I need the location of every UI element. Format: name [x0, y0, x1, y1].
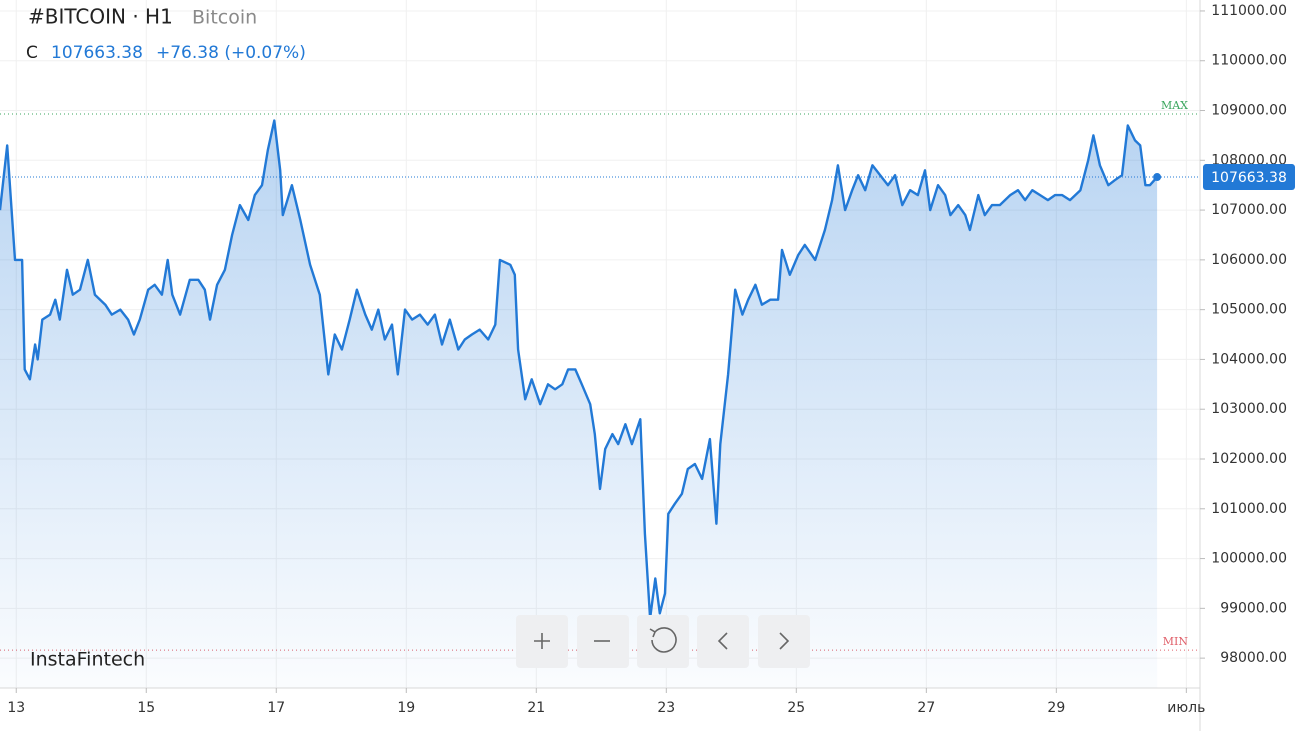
- y-tick-label: 109000.00: [1211, 103, 1287, 119]
- last-point: [1153, 173, 1162, 182]
- x-tick-label: 15: [137, 700, 155, 716]
- area: [0, 120, 1158, 688]
- last-price: 107663.38: [51, 43, 143, 63]
- y-tick-label: 110000.00: [1211, 53, 1287, 69]
- zoom-in-button[interactable]: [516, 615, 568, 668]
- x-tick-label: 21: [527, 700, 545, 716]
- current-price-label: 107663.38: [1211, 170, 1287, 186]
- x-tick-label: 19: [397, 700, 415, 716]
- y-tick-label: 98000.00: [1220, 650, 1287, 666]
- x-tick-label: июль: [1167, 700, 1205, 716]
- y-tick-label: 103000.00: [1211, 401, 1287, 417]
- reset-button[interactable]: [637, 615, 689, 668]
- y-tick-label: 99000.00: [1220, 600, 1287, 616]
- y-tick-label: 106000.00: [1211, 252, 1287, 268]
- chart-title: #BITCOIN · H1: [28, 5, 173, 29]
- price-change: +76.38 (+0.07%): [156, 43, 306, 63]
- x-tick-label: 17: [267, 700, 285, 716]
- y-tick-label: 107000.00: [1211, 202, 1287, 218]
- scroll-left-button[interactable]: [697, 615, 749, 668]
- y-tick-label: 102000.00: [1211, 451, 1287, 467]
- zoom-controls: [516, 615, 810, 668]
- zoom-out-button[interactable]: [577, 615, 629, 668]
- x-tick-label: 13: [7, 700, 25, 716]
- scroll-right-button[interactable]: [758, 615, 810, 668]
- x-tick-label: 25: [787, 700, 805, 716]
- x-tick-label: 23: [657, 700, 675, 716]
- y-tick-label: 104000.00: [1211, 351, 1287, 367]
- y-tick-label: 105000.00: [1211, 302, 1287, 318]
- y-tick-label: 101000.00: [1211, 501, 1287, 517]
- x-tick-label: 29: [1047, 700, 1065, 716]
- x-tick-label: 27: [917, 700, 935, 716]
- line: [0, 119, 1158, 620]
- y-tick-label: 111000.00: [1211, 3, 1287, 19]
- current-price-badge: [1203, 164, 1295, 191]
- max-label: MAX: [1161, 99, 1188, 112]
- chart-subtitle: Bitcoin: [192, 7, 257, 29]
- y-tick-label: 100000.00: [1211, 551, 1287, 567]
- brand: InstaFintech: [30, 649, 145, 671]
- min-label: MIN: [1163, 635, 1189, 648]
- ohlc-label: C: [26, 43, 38, 63]
